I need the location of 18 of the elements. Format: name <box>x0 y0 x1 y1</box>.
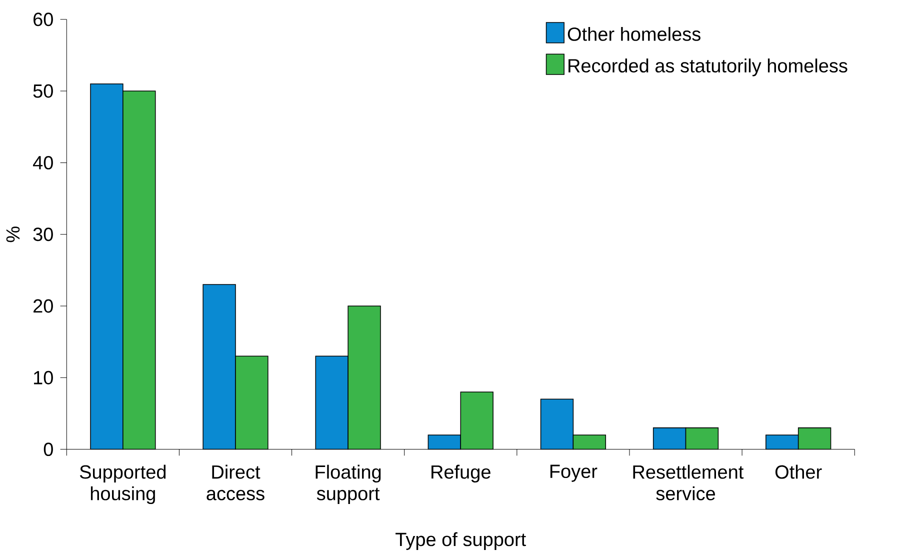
y-tick-label: 50 <box>33 84 53 98</box>
y-tick-label: 10 <box>34 370 53 384</box>
x-tick-label: Supported housing <box>80 464 166 504</box>
x-axis-title: Type of support <box>396 532 526 550</box>
x-tick-label: Refuge <box>432 464 490 482</box>
y-tick-label: 40 <box>33 156 53 170</box>
y-tick-label: 20 <box>34 299 53 313</box>
y-axis-title: % <box>6 226 20 242</box>
x-tick-label: Other <box>775 464 822 479</box>
x-tick-label: Resettlement service <box>633 464 744 500</box>
y-tick-label: 30 <box>33 227 53 241</box>
legend-label: Other homeless <box>568 26 700 41</box>
y-tick-label: 60 <box>34 12 53 26</box>
x-tick-label: Floating support <box>316 464 381 504</box>
x-tick-label: Direct access <box>206 464 264 500</box>
x-tick-label: Foyer <box>550 464 598 482</box>
legend-label: Recorded as statutorily homeless <box>568 58 848 76</box>
y-tick-label: 0 <box>44 442 53 456</box>
